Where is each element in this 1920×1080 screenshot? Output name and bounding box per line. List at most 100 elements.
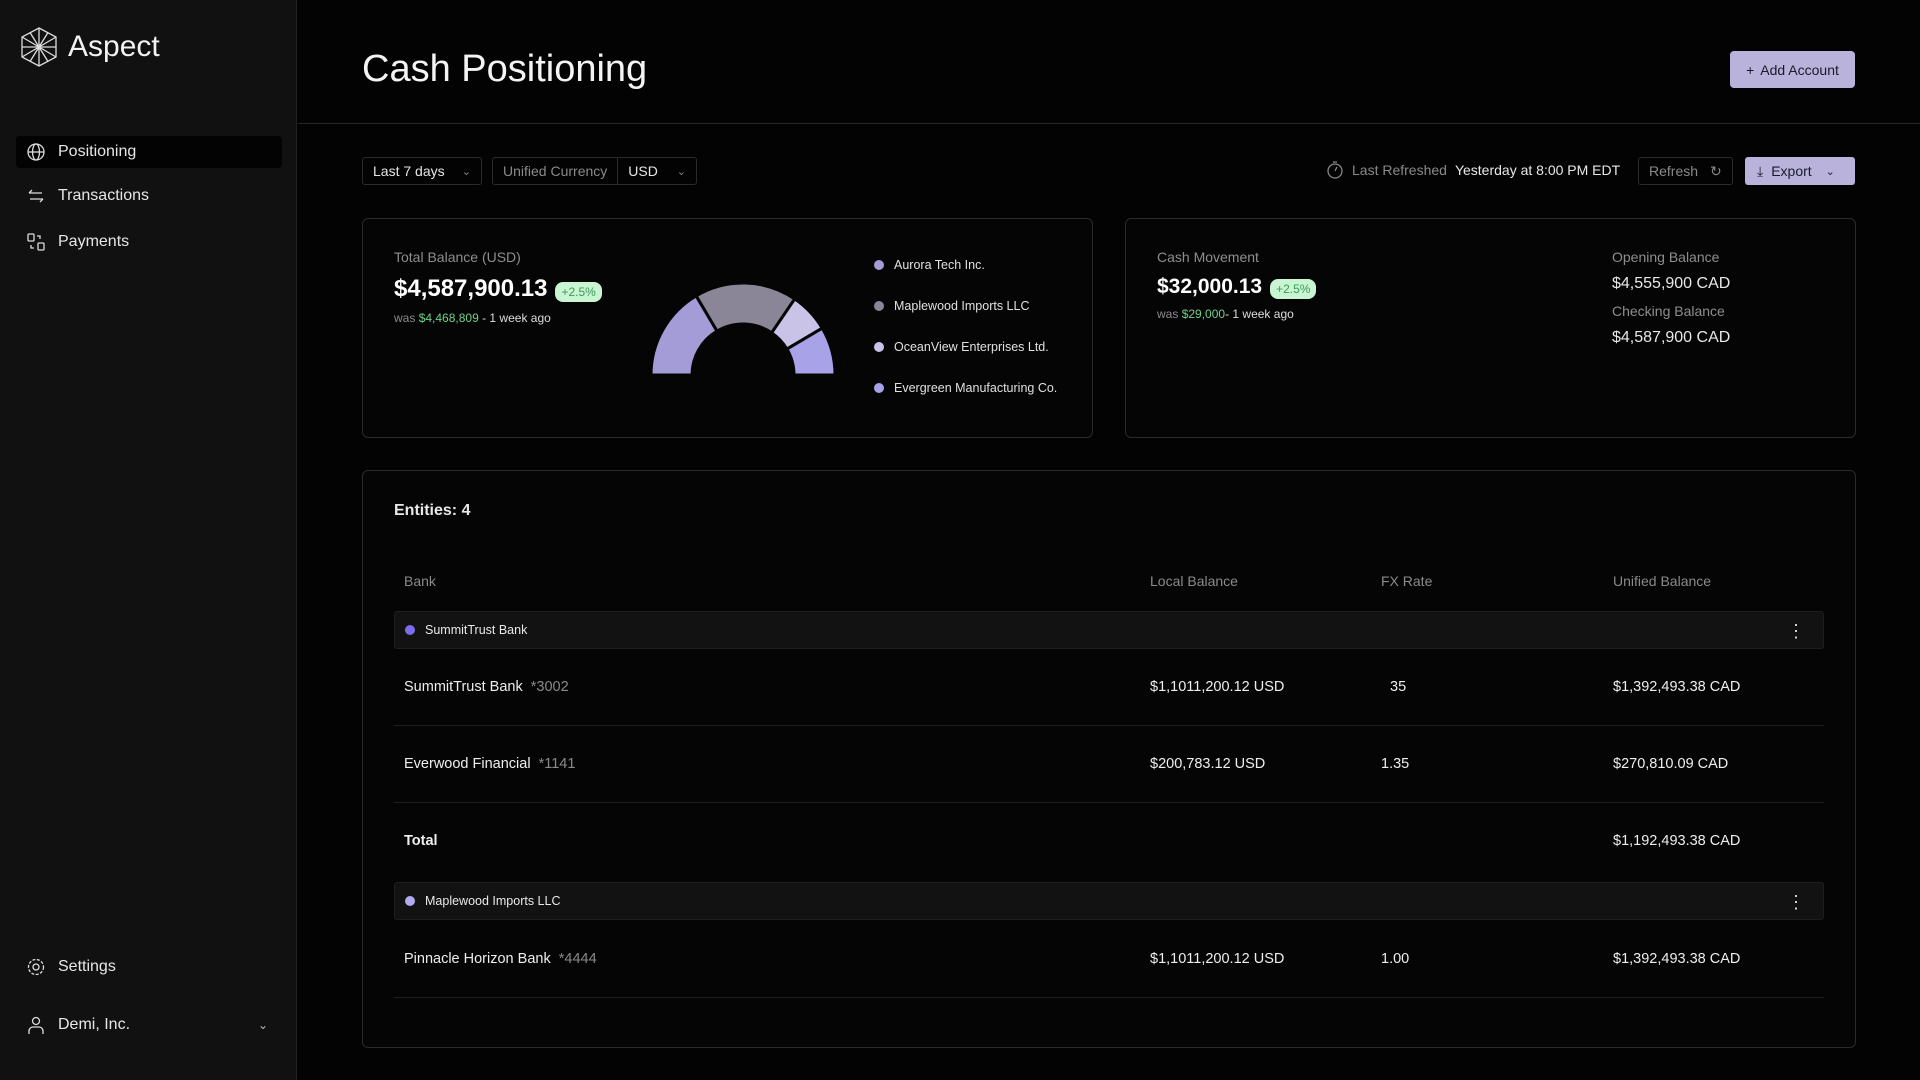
globe-icon [27, 143, 45, 161]
sidebar-item-label: Payments [58, 233, 130, 250]
total-balance-value: $4,587,900.13 [394, 275, 548, 302]
entities-card [362, 470, 1856, 1048]
sidebar: Aspect Positioning Transactions Payments… [0, 0, 297, 1080]
legend-item: Evergreen Manufacturing Co. [874, 381, 1057, 395]
opening-balance-label: Opening Balance [1612, 249, 1720, 265]
was-value: $4,468,809 [418, 311, 479, 325]
total-label: Total [404, 833, 438, 849]
bank-name: Pinnacle Horizon Bank [404, 951, 551, 967]
plus-icon: + [1746, 61, 1755, 78]
entity-group-row[interactable]: SummitTrust Bank ⋮ [394, 611, 1824, 649]
chevron-down-icon: ⌄ [1825, 165, 1835, 178]
legend-label: Aurora Tech Inc. [894, 258, 985, 272]
timer-icon [1327, 161, 1343, 179]
refresh-icon: ↻ [1710, 162, 1722, 179]
bank-cell: SummitTrust Bank *3002 [404, 679, 569, 695]
header-divider [298, 123, 1920, 124]
add-account-label: Add Account [1760, 61, 1839, 78]
account-number: *1141 [538, 756, 576, 772]
sidebar-item-payments[interactable]: Payments [16, 226, 282, 258]
legend-label: OceanView Enterprises Ltd. [894, 340, 1049, 354]
entity-color-dot [405, 896, 415, 906]
sidebar-item-transactions[interactable]: Transactions [16, 180, 282, 212]
balances-block: Opening Balance $4,555,900 CAD Checking … [1612, 249, 1730, 347]
opening-balance-value: $4,555,900 CAD [1612, 275, 1731, 292]
table-row[interactable]: Pinnacle Horizon Bank *4444 $1,1011,200.1… [394, 922, 1824, 998]
currency-select[interactable]: Unified Currency USD ⌄ [492, 157, 697, 185]
entity-name: SummitTrust Bank [425, 623, 528, 637]
local-balance: $200,783.12 USD [1150, 756, 1266, 772]
logo[interactable]: Aspect [20, 26, 160, 68]
bank-cell: Everwood Financial *1141 [404, 756, 575, 772]
table-row[interactable]: Everwood Financial *1141 $200,783.12 USD 1… [394, 727, 1824, 803]
sidebar-item-positioning[interactable]: Positioning [16, 136, 282, 168]
unified-balance: $270,810.09 CAD [1613, 756, 1729, 772]
last-refreshed-label: Last Refreshed [1352, 162, 1447, 178]
cash-movement-value: $32,000.13 [1157, 275, 1263, 298]
account-name: Demi, Inc. [58, 1016, 131, 1033]
arrows-swap-icon [28, 189, 44, 203]
period-value: Last 7 days [373, 163, 445, 179]
refresh-button[interactable]: Refresh ↻ [1638, 157, 1733, 185]
more-vertical-icon[interactable]: ⋮ [1787, 621, 1805, 641]
change-badge: +2.5% [555, 281, 602, 302]
last-refreshed: Last Refreshed Yesterday at 8:00 PM EDT [1326, 160, 1620, 180]
donut-segment [784, 326, 837, 377]
was-suffix: - 1 week ago [482, 311, 551, 325]
chevron-down-icon: ⌄ [461, 165, 471, 178]
fx-rate: 35 [1390, 679, 1407, 695]
last-refreshed-value: Yesterday at 8:00 PM EDT [1454, 162, 1621, 178]
account-switcher[interactable]: Demi, Inc. ⌄ [16, 1009, 282, 1041]
payments-icon [27, 233, 45, 251]
total-balance-card [362, 218, 1093, 438]
total-balance-block: Total Balance (USD) $4,587,900.13 +2.5% w… [394, 249, 602, 325]
page-title: Cash Positioning [362, 48, 648, 90]
legend-item: Aurora Tech Inc. [874, 258, 985, 272]
sidebar-item-settings[interactable]: Settings [16, 951, 282, 983]
more-vertical-icon[interactable]: ⋮ [1787, 892, 1805, 912]
column-header-bank[interactable]: Bank [404, 573, 436, 589]
unified-balance: $1,392,493.38 CAD [1613, 951, 1741, 967]
bank-name: Everwood Financial [404, 756, 531, 772]
add-account-button[interactable]: + Add Account [1730, 51, 1855, 88]
settings-label: Settings [58, 958, 116, 975]
column-header-unified-balance[interactable]: Unified Balance [1613, 573, 1712, 589]
legend-dot [874, 301, 884, 311]
column-header-fx-rate[interactable]: FX Rate [1381, 573, 1433, 589]
entity-group-row[interactable]: Maplewood Imports LLC ⋮ [394, 882, 1824, 920]
sidebar-item-label: Positioning [58, 143, 137, 160]
fx-rate: 1.35 [1381, 756, 1410, 772]
cash-movement-card [1125, 218, 1856, 438]
account-number: *3002 [530, 679, 569, 695]
entity-name: Maplewood Imports LLC [425, 894, 561, 908]
export-button[interactable]: ⤓ Export ⌄ [1745, 157, 1855, 185]
bank-name: SummitTrust Bank [404, 679, 523, 695]
checking-balance-label: Checking Balance [1612, 303, 1725, 319]
legend-label: Maplewood Imports LLC [894, 299, 1030, 313]
user-icon [28, 1016, 44, 1034]
entities-title: Entities: 4 [394, 502, 471, 519]
legend-dot [874, 342, 884, 352]
currency-value: USD [628, 163, 658, 179]
currency-label: Unified Currency [493, 158, 619, 184]
fx-rate: 1.00 [1381, 951, 1410, 967]
download-icon: ⤓ [1757, 162, 1764, 179]
was-prefix: was [394, 311, 416, 325]
entity-color-dot [405, 625, 415, 635]
total-row: Total $1,192,493.38 CAD [394, 804, 1824, 880]
unified-balance: $1,392,493.38 CAD [1613, 679, 1741, 695]
table-row[interactable]: SummitTrust Bank *3002 $1,1011,200.12 USD… [394, 650, 1824, 726]
was-prefix: was [1157, 307, 1179, 321]
local-balance: $1,1011,200.12 USD [1150, 679, 1285, 695]
total-value: $1,192,493.38 CAD [1613, 833, 1741, 849]
cash-movement-block: Cash Movement $32,000.13 +2.5% was $29,00… [1157, 249, 1317, 321]
period-select[interactable]: Last 7 days ⌄ [362, 157, 482, 185]
app-name: Aspect [68, 30, 160, 63]
column-header-local-balance[interactable]: Local Balance [1150, 573, 1238, 589]
export-label: Export [1771, 163, 1812, 179]
legend-item: Maplewood Imports LLC [874, 299, 1029, 313]
legend-item: OceanView Enterprises Ltd. [874, 340, 1049, 354]
cash-movement-label: Cash Movement [1157, 249, 1259, 265]
legend-label: Evergreen Manufacturing Co. [894, 381, 1058, 395]
gear-icon [27, 958, 45, 976]
